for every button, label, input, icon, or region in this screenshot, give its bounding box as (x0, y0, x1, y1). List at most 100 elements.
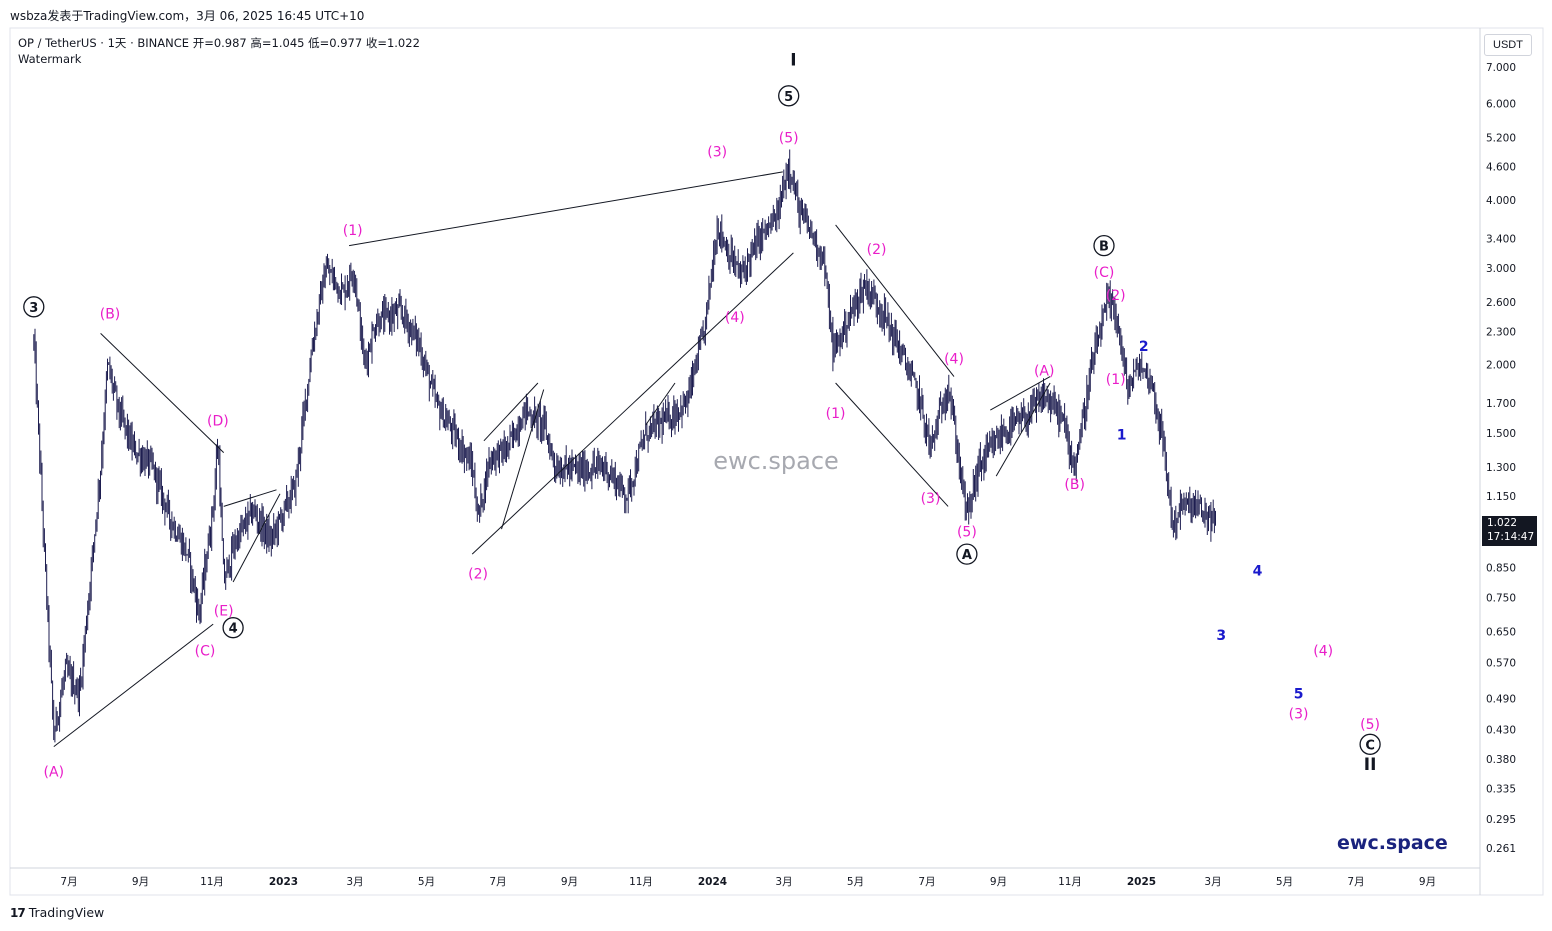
wave-label[interactable]: (4) (944, 352, 964, 368)
tradingview-brand-name: TradingView (28, 905, 105, 920)
wave-label-circle (222, 617, 244, 639)
price-tick-label: 0.335 (1486, 784, 1516, 796)
wave-label[interactable]: (1) (343, 223, 363, 239)
price-tick-label: 1.500 (1486, 428, 1516, 440)
price-tick-label: 0.295 (1486, 814, 1516, 826)
trendline[interactable] (483, 382, 539, 442)
wave-label[interactable]: (B) (100, 306, 121, 322)
wave-label[interactable]: (C) (1094, 265, 1115, 281)
wave-label[interactable]: 4 (1253, 564, 1263, 580)
center-watermark-text: ewc.space (713, 447, 839, 475)
wave-label-text: (1) (826, 406, 846, 422)
price-tick-label: 0.261 (1486, 843, 1516, 855)
wave-label-text: (A) (44, 765, 65, 781)
time-tick-label: 11月 (200, 876, 224, 888)
wave-label[interactable]: (2) (1106, 288, 1126, 304)
trendline[interactable] (232, 493, 281, 583)
time-tick-label: 2023 (269, 876, 298, 888)
chart-border (9, 27, 1544, 896)
corner-watermark: ewc.space (1337, 832, 1448, 854)
tradingview-brand[interactable]: 17 TradingView (10, 905, 104, 920)
wave-label-text: (5) (779, 131, 799, 147)
trendline[interactable] (990, 376, 1051, 411)
wave-label[interactable]: 3 (23, 296, 45, 318)
trendline[interactable] (501, 389, 545, 530)
price-tick-label: 0.850 (1486, 563, 1516, 575)
trendline[interactable] (223, 489, 277, 507)
wave-label-text: (1) (1106, 372, 1126, 388)
time-tick-label: 5月 (1276, 876, 1293, 888)
wave-label[interactable]: (3) (707, 145, 727, 161)
price-tick-label: 6.000 (1486, 99, 1516, 111)
wave-label[interactable]: (1) (826, 406, 846, 422)
wave-label[interactable]: B (1093, 234, 1115, 257)
time-tick-label: 5月 (418, 876, 435, 888)
wave-label[interactable]: C (1359, 733, 1381, 755)
wave-label[interactable]: 2 (1139, 339, 1149, 355)
watermark-indicator-label[interactable]: Watermark (18, 52, 82, 66)
symbol-info-line[interactable]: OP / TetherUS · 1天 · BINANCE 开=0.987 高=1… (18, 36, 420, 50)
wave-label-circle (956, 543, 978, 565)
wave-label-text: (3) (1289, 706, 1309, 722)
wave-label[interactable]: 1 (1117, 427, 1127, 443)
wave-label-text: 5 (1294, 687, 1304, 703)
wave-label[interactable]: I (790, 50, 796, 70)
wave-label[interactable]: (E) (214, 603, 234, 619)
wave-label[interactable]: II (1364, 755, 1377, 775)
wave-label-circle (1093, 234, 1115, 257)
currency-selector[interactable]: USDT (1484, 34, 1532, 56)
wave-label-text: (5) (1360, 717, 1380, 733)
wave-label-text: (5) (957, 524, 977, 540)
wave-label[interactable]: (A) (1034, 364, 1055, 380)
price-tick-label: 3.400 (1486, 234, 1516, 246)
trendline[interactable] (995, 382, 1051, 477)
trendline[interactable] (471, 252, 794, 555)
wave-label-text: (2) (1106, 288, 1126, 304)
wave-label[interactable]: 3 (1216, 628, 1226, 644)
wave-label[interactable]: (2) (867, 242, 887, 258)
wave-label[interactable]: (2) (468, 566, 488, 582)
wave-label[interactable]: (3) (1289, 706, 1309, 722)
trendline[interactable] (100, 333, 225, 453)
wave-label[interactable]: 4 (222, 617, 244, 639)
trendline[interactable] (53, 623, 214, 747)
time-tick-label: 7月 (1347, 876, 1364, 888)
wave-label-text: (2) (867, 242, 887, 258)
trendline[interactable] (645, 382, 676, 426)
last-price-badge: 1.022 17:14:47 (1482, 516, 1537, 546)
wave-label[interactable]: 5 (1294, 687, 1304, 703)
trendline[interactable] (835, 382, 949, 507)
wave-label-circle (1359, 733, 1381, 755)
wave-label[interactable]: (5) (957, 524, 977, 540)
wave-label[interactable]: (3) (921, 491, 941, 507)
time-tick-label: 7月 (918, 876, 935, 888)
wave-label-text: (B) (100, 306, 121, 322)
wave-label-text: (C) (1094, 265, 1115, 281)
time-tick-label: 3月 (346, 876, 363, 888)
wave-label[interactable]: (4) (1313, 643, 1333, 659)
wave-label[interactable]: (A) (44, 765, 65, 781)
wave-label[interactable]: (4) (725, 310, 745, 326)
wave-label[interactable]: 5 (778, 85, 800, 107)
trendline[interactable] (835, 224, 955, 377)
price-tick-label: 3.000 (1486, 263, 1516, 275)
time-tick-label: 9月 (132, 876, 149, 888)
wave-label[interactable]: (5) (779, 131, 799, 147)
wave-label[interactable]: A (956, 543, 978, 565)
wave-label[interactable]: (D) (207, 413, 229, 429)
wave-label[interactable]: (5) (1360, 717, 1380, 733)
price-tick-label: 0.570 (1486, 658, 1516, 670)
wave-label-circle (23, 296, 45, 318)
wave-label[interactable]: (C) (195, 643, 216, 659)
price-tick-label: 2.600 (1486, 297, 1516, 309)
wave-label[interactable]: (B) (1064, 477, 1085, 493)
time-tick-label: 7月 (60, 876, 77, 888)
wave-label[interactable]: (1) (1106, 372, 1126, 388)
time-tick-label: 7月 (489, 876, 506, 888)
wave-label-text: (4) (725, 310, 745, 326)
trendline[interactable] (349, 171, 783, 247)
wave-label-text: (E) (214, 603, 234, 619)
time-tick-label: 9月 (561, 876, 578, 888)
